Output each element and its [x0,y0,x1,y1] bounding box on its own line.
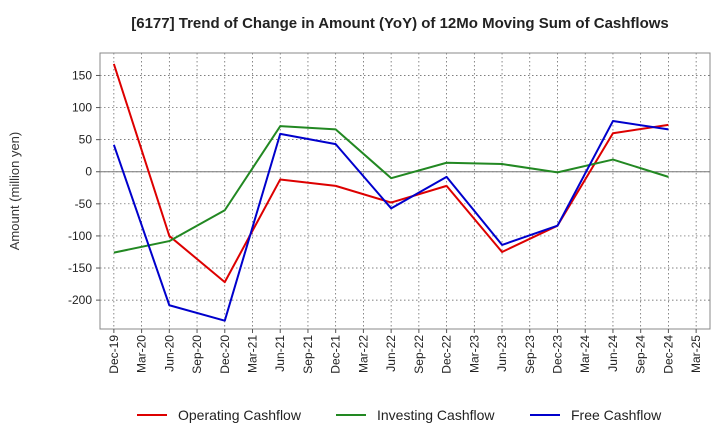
legend-label: Investing Cashflow [377,407,495,423]
chart-title: [6177] Trend of Change in Amount (YoY) o… [131,15,669,32]
x-tick-label: Mar-21 [246,335,260,373]
series-line-operating-cashflow [112,63,669,284]
x-tick-label: Dec-22 [440,335,454,374]
y-tick-label: 150 [72,68,92,82]
legend: Operating Cashflow Investing Cashflow Free… [137,407,662,423]
plot-frame [99,52,711,330]
x-tick-label: Jun-22 [384,335,398,372]
x-tick-label: Dec-24 [661,335,675,374]
x-tick-label: Mar-20 [135,335,149,373]
x-tick-label: Jun-20 [162,335,176,372]
series-line-free-cashflow [112,120,669,322]
x-tick-label: Sep-23 [523,335,537,374]
x-axis-ticks: Dec-19 Mar-20 Jun-20 Sep-20 Dec-20 Mar-21 Jun-… [107,329,703,374]
x-tick-label: Sep-21 [301,335,315,374]
y-axis-ticks: 150 100 50 0 -50 -100 -150 -200 [68,68,100,307]
y-axis-label: Amount (million yen) [7,132,22,251]
x-tick-label: Sep-20 [190,335,204,374]
y-tick-label: -100 [68,229,92,243]
series-lines [112,63,669,322]
x-tick-label: Mar-25 [689,335,703,373]
x-tick-label: Sep-22 [412,335,426,374]
x-tick-label: Sep-24 [634,335,648,374]
x-tick-label: Dec-21 [329,335,343,374]
x-tick-label: Dec-23 [551,335,565,374]
y-tick-label: -150 [68,261,92,275]
x-tick-label: Dec-20 [218,335,232,374]
y-tick-label: -200 [68,293,92,307]
grid-lines [100,53,710,329]
x-tick-label: Mar-22 [356,335,370,373]
x-tick-label: Mar-23 [467,335,481,373]
x-tick-label: Jun-21 [273,335,287,372]
x-tick-label: Dec-19 [107,335,121,374]
x-tick-label: Mar-24 [578,335,592,373]
y-tick-label: 50 [79,133,93,147]
legend-label: Free Cashflow [571,407,662,423]
series-line-investing-cashflow [113,125,669,254]
legend-label: Operating Cashflow [178,407,302,423]
y-tick-label: 0 [85,165,92,179]
y-tick-label: -50 [75,197,93,211]
x-tick-label: Jun-23 [495,335,509,372]
y-tick-label: 100 [72,101,92,115]
x-tick-label: Jun-24 [606,335,620,372]
